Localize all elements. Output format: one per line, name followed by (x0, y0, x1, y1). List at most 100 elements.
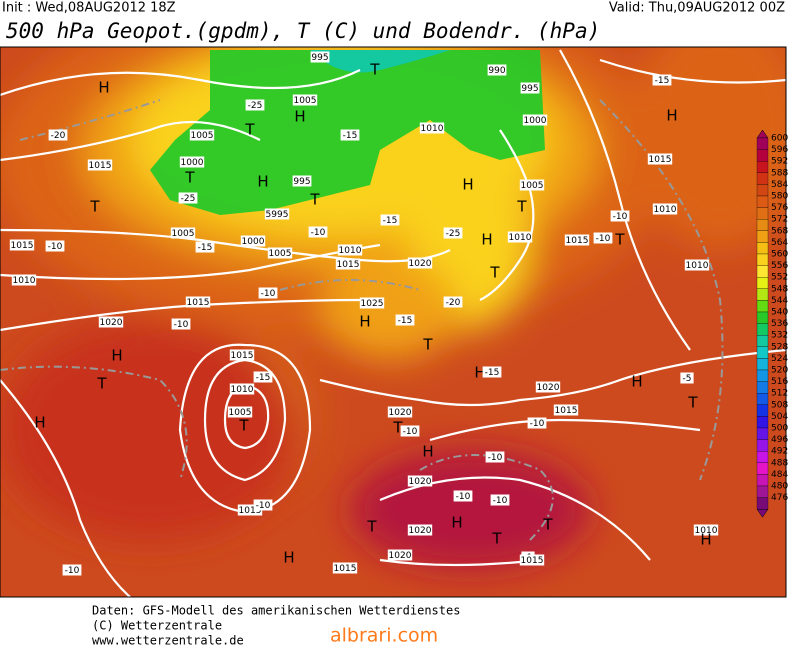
init-time: Init : Wed,08AUG2012 18Z (2, 1, 176, 16)
colorbar-label: 580 (771, 192, 788, 202)
colorbar-label: 508 (771, 400, 788, 410)
isobar-label: -10 (493, 496, 508, 506)
colorbar-label: 548 (771, 284, 788, 294)
isobar-label: 1005 (294, 96, 317, 106)
colorbar-swatch (756, 288, 769, 301)
colorbar-swatch (756, 381, 769, 394)
colorbar-label: 500 (771, 424, 788, 434)
isobar-label-box (407, 475, 433, 487)
isobar-label: -10 (256, 501, 271, 511)
isobar-label-box (359, 297, 385, 309)
isobar-label: 1025 (361, 299, 384, 309)
colorbar-label: 576 (771, 203, 788, 213)
isobar-label-box (292, 175, 312, 187)
pressure-center: T (244, 121, 255, 139)
isobar-label: 1005 (172, 229, 195, 239)
isobar-label: -10 (530, 419, 545, 429)
pressure-center: H (98, 79, 109, 97)
colorbar-label: 560 (771, 250, 788, 260)
isobar-label-box (11, 274, 37, 286)
isobar-label-box (340, 129, 360, 141)
isobar-label-box (170, 227, 196, 239)
pressure-center: T (309, 191, 320, 209)
isobar-label: 1020 (389, 408, 412, 418)
isobar-label-box (253, 371, 273, 383)
isobar-label-box (453, 490, 473, 502)
pressure-center: T (366, 518, 377, 536)
isobar-label-box (171, 318, 191, 330)
colorbar-swatch (756, 242, 769, 255)
isobar-label-box (292, 94, 318, 106)
isobar-label-box (395, 314, 415, 326)
colorbar-swatch (756, 277, 769, 289)
colorbar-swatch (756, 427, 769, 440)
pressure-center: H (631, 373, 642, 391)
isobar-label: -25 (181, 194, 196, 204)
pressure-center: H (111, 347, 122, 365)
isobar-label-box (240, 235, 266, 247)
isobar-label-box (520, 82, 540, 94)
isobar-label: 1005 (229, 408, 252, 418)
isobar-label: -15 (398, 316, 413, 326)
isobar-label-box (680, 372, 694, 384)
isobar-label: 1015 (337, 260, 360, 270)
colorbar-swatch (756, 265, 769, 278)
colorbar-label: 600 (771, 134, 788, 144)
pressure-center: T (369, 61, 380, 79)
isobar-label: 1010 (686, 261, 709, 271)
colorbar-swatch (756, 335, 769, 347)
isobar-label-box (195, 241, 215, 253)
isobar-label: -15 (485, 368, 500, 378)
isobar-label-box (487, 64, 507, 76)
colorbar-swatch (756, 474, 769, 487)
isobar-label-box (553, 404, 579, 416)
colorbar-swatch (756, 485, 769, 498)
isobar-label: 1020 (409, 259, 432, 269)
colorbar-swatch (756, 195, 769, 208)
isobar-label: -15 (383, 216, 398, 226)
pressure-center: T (184, 169, 195, 187)
colorbar-label: 504 (771, 412, 788, 422)
isobar-label-box (62, 564, 82, 576)
colorbar-swatch (756, 184, 769, 197)
isobar-label: 1015 (555, 406, 578, 416)
pressure-center: H (462, 176, 473, 194)
isobar-label-box (310, 51, 330, 63)
colorbar-label: 484 (771, 470, 788, 480)
colorbar-swatch (756, 416, 769, 429)
isobar-label-box (308, 226, 328, 238)
isobar-label: 1015 (566, 236, 589, 246)
pressure-center: H (666, 107, 677, 125)
isobar-label-box (407, 524, 433, 536)
colorbar-label: 524 (771, 354, 788, 364)
colorbar-label: 492 (771, 447, 788, 457)
isobar-label-box (527, 417, 547, 429)
colorbar-label: 516 (771, 377, 788, 387)
pressure-center: T (542, 516, 553, 534)
colorbar-label: 588 (771, 168, 788, 178)
colorbar-swatch (756, 323, 769, 336)
isobar-label: 995 (293, 177, 310, 187)
isobar-label: 1010 (339, 246, 362, 256)
colorbar-label: 536 (771, 319, 788, 329)
pressure-center: T (516, 198, 527, 216)
isobar-label-box (610, 210, 630, 222)
isobar-label-box (419, 122, 445, 134)
colorbar: 6005965925885845805765725685645605565525… (756, 129, 788, 518)
colorbar-label: 520 (771, 366, 788, 376)
isobar-label: -5 (683, 374, 692, 384)
pressure-center: H (257, 173, 268, 191)
pressure-center: H (294, 108, 305, 126)
isobar-label: 5995 (266, 210, 289, 220)
isobar-label-box (522, 114, 548, 126)
pressure-center: T (89, 198, 100, 216)
isobar-label-box (98, 316, 124, 328)
colorbar-swatch (756, 253, 769, 266)
pressure-center: H (451, 514, 462, 532)
pressure-center: T (96, 375, 107, 393)
colorbar-tip (756, 508, 769, 518)
isobar-label-box (387, 406, 413, 418)
pressure-center: T (392, 419, 403, 437)
pressure-center: T (238, 417, 249, 435)
